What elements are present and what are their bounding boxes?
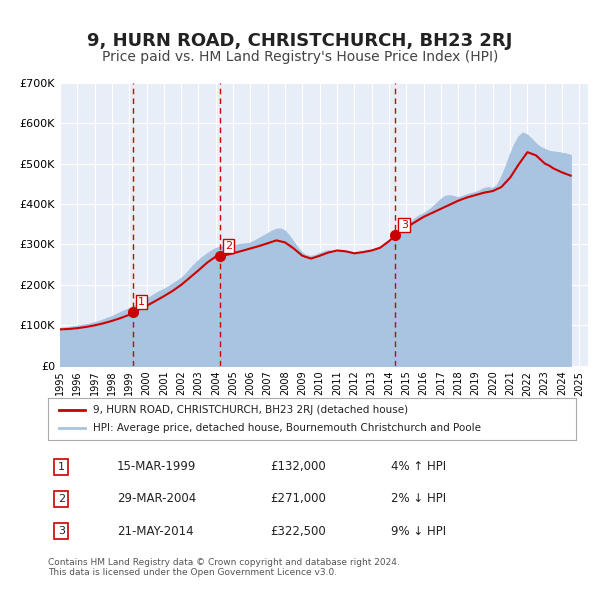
Text: 1: 1 xyxy=(58,462,65,472)
Text: 21-MAY-2014: 21-MAY-2014 xyxy=(116,525,193,537)
Text: 1: 1 xyxy=(138,297,145,307)
Text: 9, HURN ROAD, CHRISTCHURCH, BH23 2RJ: 9, HURN ROAD, CHRISTCHURCH, BH23 2RJ xyxy=(88,32,512,51)
Text: 29-MAR-2004: 29-MAR-2004 xyxy=(116,493,196,506)
Text: 9% ↓ HPI: 9% ↓ HPI xyxy=(391,525,446,537)
Text: Price paid vs. HM Land Registry's House Price Index (HPI): Price paid vs. HM Land Registry's House … xyxy=(102,50,498,64)
Text: 2% ↓ HPI: 2% ↓ HPI xyxy=(391,493,446,506)
Text: 9, HURN ROAD, CHRISTCHURCH, BH23 2RJ (detached house): 9, HURN ROAD, CHRISTCHURCH, BH23 2RJ (de… xyxy=(93,405,408,415)
Text: 15-MAR-1999: 15-MAR-1999 xyxy=(116,460,196,473)
Text: 4% ↑ HPI: 4% ↑ HPI xyxy=(391,460,446,473)
Text: HPI: Average price, detached house, Bournemouth Christchurch and Poole: HPI: Average price, detached house, Bour… xyxy=(93,423,481,433)
Text: 2: 2 xyxy=(225,241,232,251)
Text: £271,000: £271,000 xyxy=(270,493,326,506)
Text: Contains HM Land Registry data © Crown copyright and database right 2024.
This d: Contains HM Land Registry data © Crown c… xyxy=(48,558,400,577)
Text: 3: 3 xyxy=(58,526,65,536)
Text: 2: 2 xyxy=(58,494,65,504)
Text: 3: 3 xyxy=(401,220,407,230)
Text: £322,500: £322,500 xyxy=(270,525,326,537)
Text: £132,000: £132,000 xyxy=(270,460,326,473)
